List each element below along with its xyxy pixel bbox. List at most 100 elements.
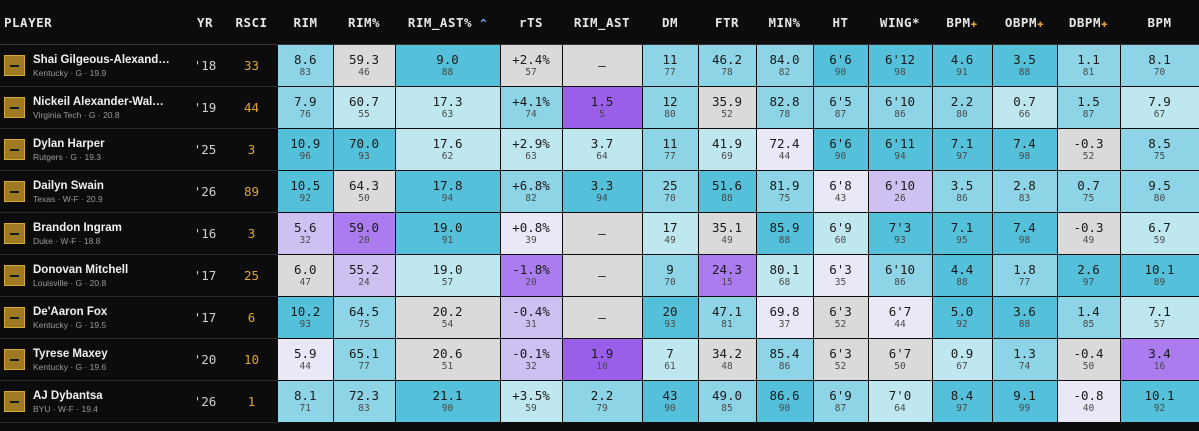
table-row[interactable]: Tyrese Maxey Kentucky · G · 19.6'20 10 5.9 4… [0, 338, 1199, 381]
player-cell[interactable]: Dailyn Swain Texas · W-F · 20.9 [0, 170, 185, 213]
stat-cell-ftr: 41.9 69 [698, 128, 757, 171]
player-cell[interactable]: Brandon Ingram Duke · W-F · 18.8 [0, 212, 185, 255]
player-name[interactable]: AJ Dybantsa [33, 389, 103, 402]
player-cell[interactable]: Donovan Mitchell Louisville · G · 20.8 [0, 254, 185, 297]
header-label: DBPM [1068, 14, 1101, 30]
stat-value: +6.8% [512, 178, 550, 193]
stat-value: 72.3 [348, 388, 380, 403]
column-header-rsci-2[interactable]: RSCI [225, 0, 278, 45]
stat-value: 6'3 [829, 304, 852, 319]
stat-percentile: 44 [894, 319, 906, 330]
column-header-ftr-9[interactable]: FTR [698, 0, 756, 45]
stat-value: 6'6 [829, 52, 852, 67]
player-name[interactable]: De'Aaron Fox [33, 305, 108, 318]
stat-cell-dbpm: -0.8 40 [1057, 380, 1121, 423]
player-cell[interactable]: Tyrese Maxey Kentucky · G · 19.6 [0, 338, 185, 381]
column-header-ht-11[interactable]: HT [813, 0, 868, 45]
stat-cell-bpm: 7.9 67 [1120, 86, 1199, 129]
stat-percentile: 40 [1082, 403, 1095, 414]
stat-cell-ht: 6'3 35 [813, 254, 869, 297]
player-name[interactable]: Nickeil Alexander-Wal… [33, 95, 164, 108]
stat-percentile: 37 [778, 319, 791, 330]
column-header-rim-4[interactable]: RIM% [333, 0, 395, 45]
stat-value: -0.8 [1073, 388, 1104, 403]
sort-ascending-icon: ^ [480, 16, 488, 30]
stat-value: 1.5 [590, 94, 614, 109]
stat-value: 46.2 [711, 52, 743, 67]
column-header-dm-8[interactable]: DM [642, 0, 698, 45]
table-row[interactable]: AJ Dybantsa BYU · W-F · 19.4'26 1 8.1 71 72.3… [0, 380, 1199, 423]
stat-cell-rts: +4.1% 74 [500, 86, 563, 129]
player-cell[interactable]: Dylan Harper Rutgers · G · 19.3 [0, 128, 185, 171]
column-header-bpm-13[interactable]: BPM✚ [932, 0, 992, 45]
column-header-rim-3[interactable]: RIM [278, 0, 333, 45]
stat-cell-rim-ast: 19.0 57 [395, 254, 501, 297]
stat-value: 6'10 [884, 178, 916, 193]
stat-cell-bpm: 8.1 70 [1120, 44, 1199, 87]
table-row[interactable]: Donovan Mitchell Louisville · G · 20.8'17… [0, 254, 1199, 297]
stat-percentile: 32 [525, 361, 537, 372]
stat-percentile: 52 [834, 361, 847, 372]
stat-cell-dbpm: -0.3 52 [1057, 128, 1121, 171]
table-row[interactable]: Dylan Harper Rutgers · G · 19.3'25 3 10.9 96… [0, 128, 1199, 171]
table-row[interactable]: Dailyn Swain Texas · W-F · 20.9'26 89 10.5 9… [0, 170, 1199, 213]
stat-percentile: 20 [358, 235, 370, 246]
stat-cell-min: 86.6 90 [756, 380, 814, 423]
player-cell[interactable]: De'Aaron Fox Kentucky · G · 19.5 [0, 296, 185, 339]
stat-percentile: 67 [956, 361, 968, 372]
player-meta: Texas · W-F · 20.9 [33, 193, 103, 204]
stat-value: 9.5 [1148, 178, 1171, 193]
column-header-player-0[interactable]: PLAYER [0, 0, 185, 45]
stat-percentile: 83 [1018, 193, 1031, 204]
stat-value: 2.6 [1077, 262, 1100, 277]
stat-cell-bpm: 9.5 80 [1120, 170, 1199, 213]
stat-cell-wing: 6'7 50 [868, 338, 933, 381]
column-header-rim-ast-5[interactable]: RIM_AST% ^ [395, 0, 500, 45]
table-row[interactable]: De'Aaron Fox Kentucky · G · 19.5'17 6 10.2 9… [0, 296, 1199, 339]
column-header-rim-ast-7[interactable]: RIM_AST [562, 0, 642, 45]
column-header-wing-12[interactable]: WING* [868, 0, 932, 45]
stat-value: 81.9 [769, 178, 800, 193]
stat-cell-ht: 6'3 52 [813, 338, 869, 381]
stat-cell-rts: +6.8% 82 [500, 170, 563, 213]
stat-cell-bpm: 10.1 89 [1120, 254, 1199, 297]
player-name[interactable]: Tyrese Maxey [33, 347, 108, 360]
player-cell[interactable]: Shai Gilgeous-Alexand… Kentucky · G · 19.… [0, 44, 185, 87]
stat-percentile: 46 [358, 67, 370, 78]
table-row[interactable]: Brandon Ingram Duke · W-F · 18.8'16 3 5.6 32… [0, 212, 1199, 255]
column-header-bpm-16[interactable]: BPM [1120, 0, 1199, 45]
stat-percentile: 97 [956, 151, 968, 162]
stat-cell-bpm: 8.4 97 [932, 380, 993, 423]
stat-value: 2.8 [1013, 178, 1036, 193]
rsci-cell: 3 [225, 128, 278, 171]
stat-value: 9.1 [1013, 388, 1036, 403]
column-header-rts-6[interactable]: rTS [500, 0, 562, 45]
player-name[interactable]: Donovan Mitchell [33, 263, 129, 276]
player-name[interactable]: Dylan Harper [33, 137, 105, 150]
player-cell[interactable]: Nickeil Alexander-Wal… Virginia Tech · G … [0, 86, 185, 129]
stat-percentile: 70 [1153, 67, 1166, 78]
stat-cell-rim: 70.0 93 [333, 128, 396, 171]
player-cell[interactable]: AJ Dybantsa BYU · W-F · 19.4 [0, 380, 185, 423]
stat-percentile: 63 [441, 109, 454, 120]
stat-value: 47.1 [711, 304, 743, 319]
stat-value: 70.0 [348, 136, 380, 151]
table-row[interactable]: Shai Gilgeous-Alexand… Kentucky · G · 19.… [0, 44, 1199, 87]
stat-percentile: 74 [1018, 361, 1031, 372]
stat-value: 7.1 [1148, 304, 1171, 319]
stat-value: 6'8 [829, 178, 852, 193]
column-header-obpm-14[interactable]: OBPM✚ [992, 0, 1057, 45]
stat-percentile: 24 [358, 277, 370, 288]
stat-value: 84.0 [769, 52, 800, 67]
player-name[interactable]: Brandon Ingram [33, 221, 122, 234]
stat-value: 49.0 [711, 388, 743, 403]
player-name[interactable]: Shai Gilgeous-Alexand… [33, 53, 170, 66]
stat-cell-rim: 5.9 44 [278, 338, 334, 381]
stat-value: 7.4 [1013, 220, 1036, 235]
column-header-yr-1[interactable]: YR [185, 0, 225, 45]
table-row[interactable]: Nickeil Alexander-Wal… Virginia Tech · G … [0, 86, 1199, 129]
player-name[interactable]: Dailyn Swain [33, 179, 104, 192]
year-cell: '25 [185, 128, 225, 171]
column-header-dbpm-15[interactable]: DBPM✚ [1057, 0, 1120, 45]
column-header-min-10[interactable]: MIN% [756, 0, 813, 45]
